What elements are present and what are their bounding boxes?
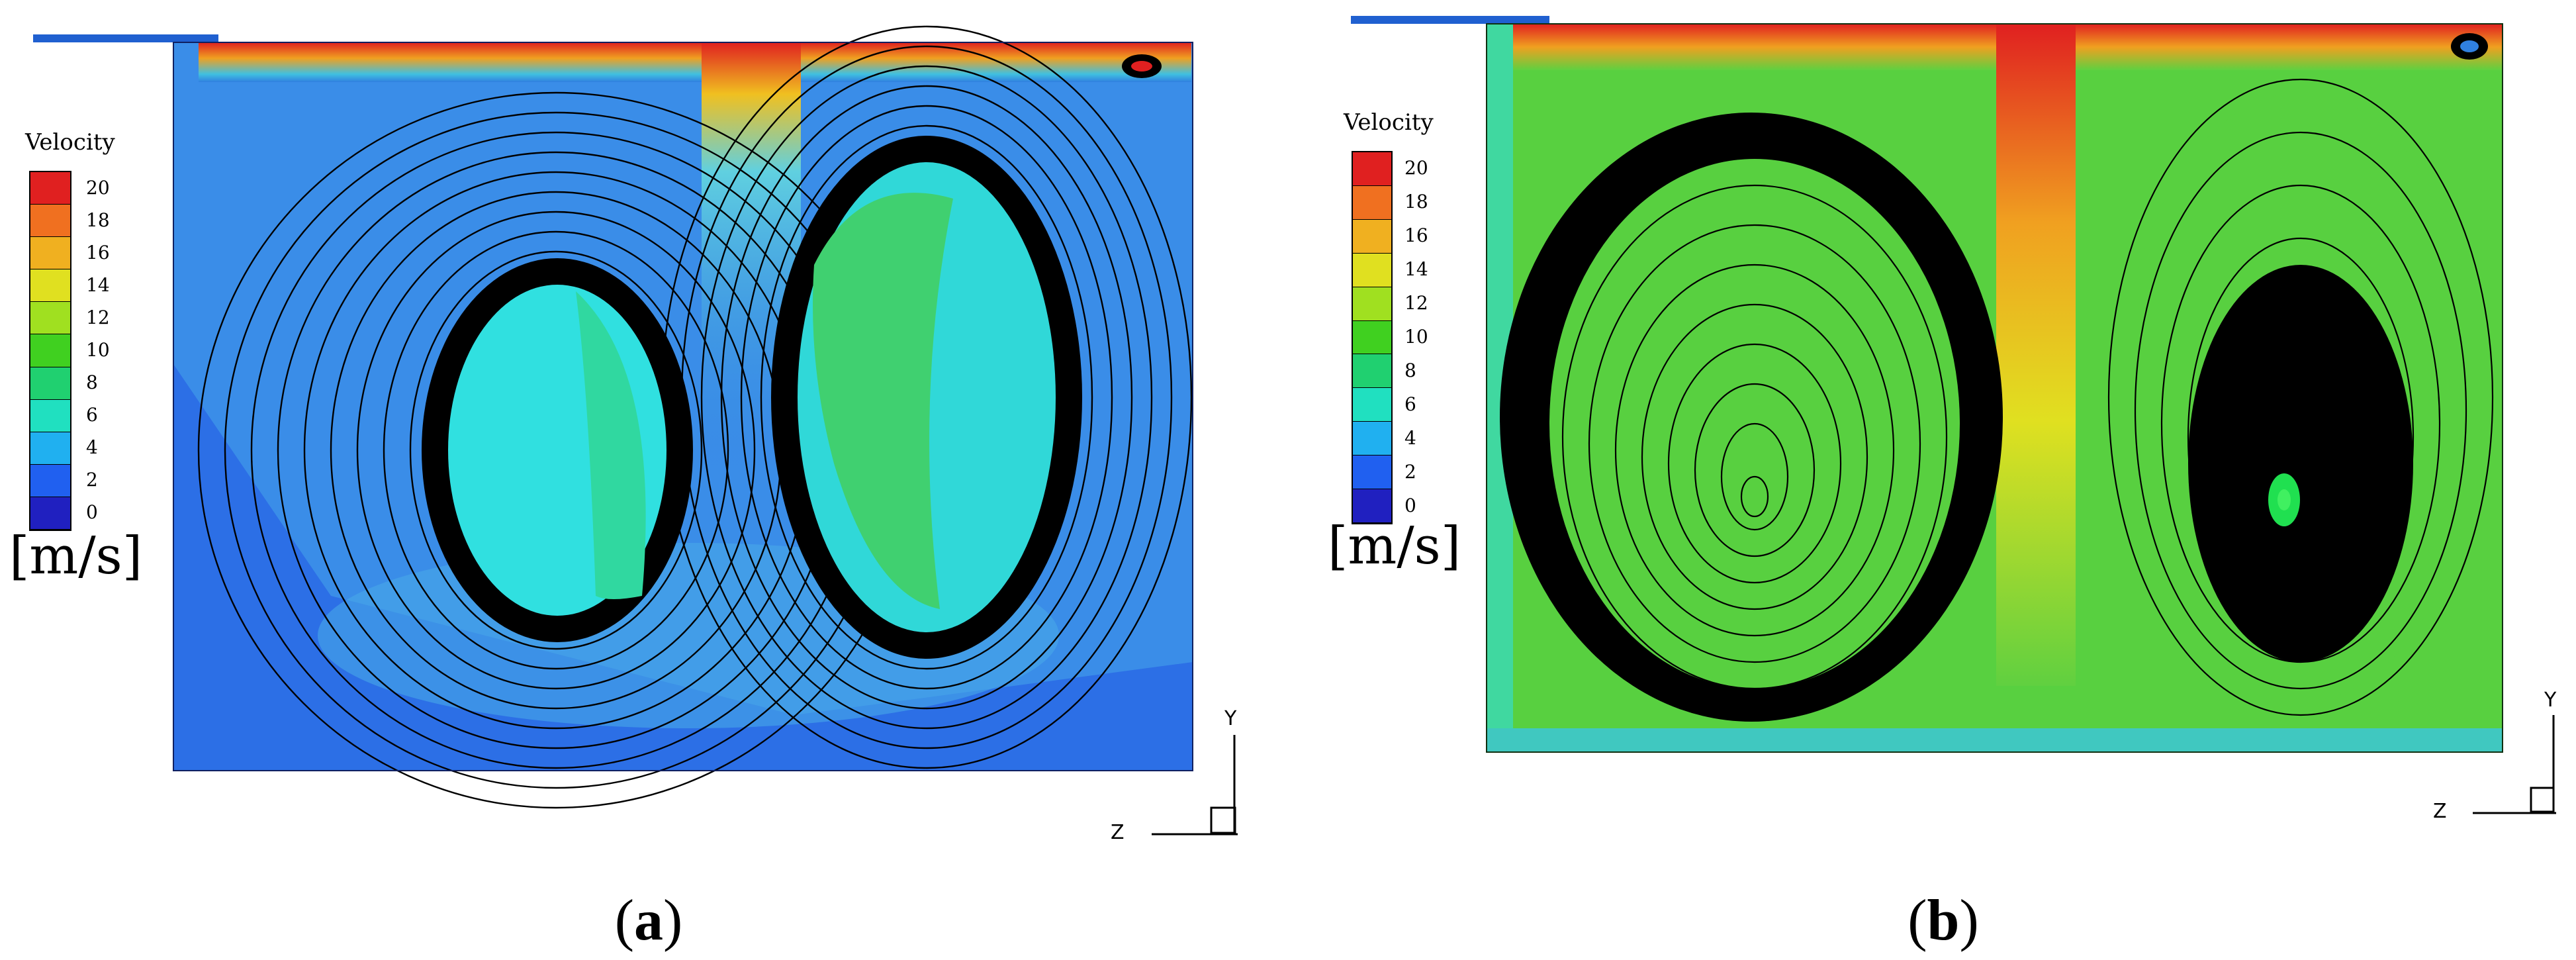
colorbar-tick-label: 12 [1404,292,1428,314]
axis-y-b: Y [2544,689,2557,712]
colorbar-tick-label: 6 [1404,393,1416,415]
colorbar-swatch [1353,152,1391,186]
core-right-a-green [813,193,953,610]
colorbar-tick-label: 8 [86,371,98,394]
colorbar-swatch [1353,489,1391,523]
colorbar-tick-label: 8 [1404,359,1416,381]
colorbar-a-swatches [30,172,70,530]
colorbar-swatch [30,205,70,238]
ticks-a: 20 18 16 14 12 10 8 6 4 2 0 [86,171,139,528]
ticks-b: 20 18 16 14 12 10 8 6 4 2 0 [1404,151,1457,522]
colorbar-swatch [30,302,70,335]
colorbar-tick-label: 14 [1404,258,1428,281]
core-left-a-green [576,291,646,599]
colorbar-tick-label: 16 [86,241,110,264]
axis-glyph-a [1152,735,1238,836]
colorbar-tick-label: 0 [1404,494,1416,516]
panel-a: Velocity 20 18 16 14 12 10 8 6 4 2 0 [m/s] Y Z (a) [9,25,1238,953]
colorbar-tick-label: 10 [1404,326,1428,348]
axis-glyph-b [2473,715,2556,814]
core-right-b-dot [2277,489,2291,510]
panel-b: Velocity 20 18 16 14 12 10 8 6 4 2 0 [m/s] Y Z (b) [1288,0,2576,960]
colorbar-swatch [30,334,70,367]
colorbar-swatch [1353,287,1391,321]
colorbar-swatch [30,172,70,205]
axis-z-b: Z [2433,800,2447,823]
colorbar-swatch [30,432,70,465]
colorbar-swatch [30,269,70,303]
colorbar-swatch [30,237,70,270]
legend-title-b: Velocity [1344,109,1434,136]
caption-a-label: a [634,888,663,953]
colorbar-swatch [1353,253,1391,287]
outlet-b-inner [2460,40,2479,52]
colorbar-tick-label: 18 [1404,191,1428,213]
panel-a-plot [33,25,1238,836]
colorbar-tick-label: 2 [1404,460,1416,483]
colorbar-swatch [1353,456,1391,490]
caption-a: (a) [614,888,683,953]
colorbar-b-swatches [1353,152,1391,523]
colorbar-tick-label: 20 [1404,157,1428,179]
panel-b-plot [1351,16,2556,814]
colorbar-tick-label: 4 [86,436,98,459]
domain-b-border [1486,23,2503,753]
colorbar-tick-label: 10 [86,339,110,361]
colorbar-tick-label: 12 [86,306,110,328]
colorbar-tick-label: 6 [86,404,98,426]
streamlines-left-b [1561,184,1948,690]
colorbar-swatch [1353,185,1391,220]
colorbar-tick-label: 16 [1404,224,1428,247]
units-a: [m/s] [9,526,143,586]
colorbar-swatch [1353,219,1391,254]
inlet-pipe [33,34,218,42]
colorbar-tick-label: 4 [1404,426,1416,449]
colorbar-b [1352,151,1393,524]
top-jet-b [1487,24,2503,70]
units-b: [m/s] [1328,516,1461,576]
dark-core-right-b [2188,265,2413,662]
axis-z-a: Z [1111,821,1125,844]
edge-bottom-b [1487,728,2503,752]
caption-b: (b) [1908,888,1979,953]
colorbar-swatch [1353,422,1391,456]
colorbar-swatch [1353,320,1391,355]
colorbar-tick-label: 0 [86,501,98,524]
top-jet-a [199,42,1191,82]
axis-y-a: Y [1224,707,1237,730]
colorbar-swatch [30,464,70,497]
center-jet-b [1996,24,2076,686]
colorbar-swatch [30,399,70,432]
colorbar-swatch [30,497,70,530]
colorbar-swatch [1353,354,1391,389]
colorbar-swatch [30,367,70,400]
colorbar-tick-label: 2 [86,469,98,491]
caption-b-label: b [1927,888,1960,953]
colorbar-swatch [1353,388,1391,422]
outlet-a-inner [1131,61,1152,72]
colorbar-tick-label: 20 [86,176,110,199]
colorbar-tick-label: 14 [86,273,110,296]
domain-a-border [173,42,1193,771]
inlet-pipe-b [1351,16,1549,24]
legend-title-a: Velocity [25,129,115,156]
colorbar-a [29,171,71,531]
colorbar-tick-label: 18 [86,209,110,231]
